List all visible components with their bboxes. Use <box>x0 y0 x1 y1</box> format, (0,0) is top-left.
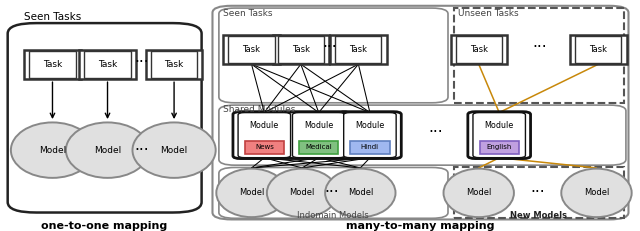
FancyBboxPatch shape <box>233 112 296 158</box>
FancyBboxPatch shape <box>473 113 525 158</box>
FancyBboxPatch shape <box>146 51 202 79</box>
Text: Task: Task <box>589 45 607 54</box>
Text: Indomain Models: Indomain Models <box>297 211 369 220</box>
Bar <box>454 8 624 103</box>
Text: News: News <box>255 144 274 150</box>
Ellipse shape <box>444 169 514 217</box>
Text: ···: ··· <box>428 125 442 140</box>
FancyBboxPatch shape <box>278 36 324 63</box>
Text: Task: Task <box>349 45 367 54</box>
Ellipse shape <box>11 122 94 178</box>
Ellipse shape <box>325 169 396 217</box>
Text: Task: Task <box>43 60 62 69</box>
Ellipse shape <box>132 122 216 178</box>
Text: Shared Modules: Shared Modules <box>223 105 295 113</box>
Text: many-to-many mapping: many-to-many mapping <box>346 221 495 231</box>
FancyBboxPatch shape <box>479 140 519 154</box>
FancyBboxPatch shape <box>244 140 284 154</box>
Text: Task: Task <box>292 45 310 54</box>
FancyBboxPatch shape <box>287 112 350 158</box>
Text: ···: ··· <box>324 185 339 200</box>
Bar <box>454 167 624 218</box>
Text: Seen Tasks: Seen Tasks <box>223 9 272 18</box>
FancyBboxPatch shape <box>292 113 345 158</box>
Text: Unseen Tasks: Unseen Tasks <box>458 9 519 18</box>
FancyBboxPatch shape <box>350 140 390 154</box>
Text: Task: Task <box>470 45 488 54</box>
Text: English: English <box>486 144 512 150</box>
FancyBboxPatch shape <box>212 6 628 219</box>
FancyBboxPatch shape <box>223 35 280 64</box>
Text: Module: Module <box>304 121 333 130</box>
FancyBboxPatch shape <box>29 52 76 78</box>
Ellipse shape <box>66 122 149 178</box>
Text: Module: Module <box>355 121 385 130</box>
FancyBboxPatch shape <box>299 140 339 154</box>
FancyBboxPatch shape <box>79 51 136 79</box>
Text: Task: Task <box>98 60 117 69</box>
Text: New Models: New Models <box>510 211 568 220</box>
Text: Model: Model <box>289 188 315 197</box>
Text: Task: Task <box>243 45 260 54</box>
FancyBboxPatch shape <box>219 105 626 165</box>
FancyBboxPatch shape <box>228 36 275 63</box>
Text: Module: Module <box>484 121 514 130</box>
FancyBboxPatch shape <box>339 112 401 158</box>
FancyBboxPatch shape <box>273 35 329 64</box>
Text: Model: Model <box>39 146 66 155</box>
Ellipse shape <box>561 169 632 217</box>
FancyBboxPatch shape <box>468 112 531 158</box>
Text: Model: Model <box>584 188 609 197</box>
FancyBboxPatch shape <box>8 23 202 213</box>
Text: ···: ··· <box>135 143 149 158</box>
Ellipse shape <box>216 169 287 217</box>
Text: ···: ··· <box>323 40 337 55</box>
FancyBboxPatch shape <box>24 51 81 79</box>
FancyBboxPatch shape <box>219 167 448 218</box>
Text: Model: Model <box>94 146 121 155</box>
FancyBboxPatch shape <box>151 52 197 78</box>
FancyBboxPatch shape <box>570 35 627 64</box>
FancyBboxPatch shape <box>344 113 396 158</box>
FancyBboxPatch shape <box>219 8 448 103</box>
Text: Task: Task <box>164 60 184 69</box>
Text: Medical: Medical <box>305 144 332 150</box>
Text: ···: ··· <box>135 55 149 70</box>
FancyBboxPatch shape <box>456 36 502 63</box>
Ellipse shape <box>267 169 337 217</box>
Text: Module: Module <box>250 121 279 130</box>
FancyBboxPatch shape <box>451 35 507 64</box>
Text: one-to-one mapping: one-to-one mapping <box>41 221 168 231</box>
Text: Model: Model <box>348 188 373 197</box>
Text: Model: Model <box>161 146 188 155</box>
FancyBboxPatch shape <box>335 36 381 63</box>
Text: Model: Model <box>239 188 264 197</box>
FancyBboxPatch shape <box>84 52 131 78</box>
Text: Model: Model <box>466 188 492 197</box>
Text: ···: ··· <box>532 40 547 55</box>
FancyBboxPatch shape <box>330 35 387 64</box>
Text: Hindi: Hindi <box>361 144 379 150</box>
FancyBboxPatch shape <box>575 36 621 63</box>
Text: Seen Tasks: Seen Tasks <box>24 12 81 22</box>
FancyBboxPatch shape <box>238 113 291 158</box>
Text: ···: ··· <box>531 185 545 200</box>
